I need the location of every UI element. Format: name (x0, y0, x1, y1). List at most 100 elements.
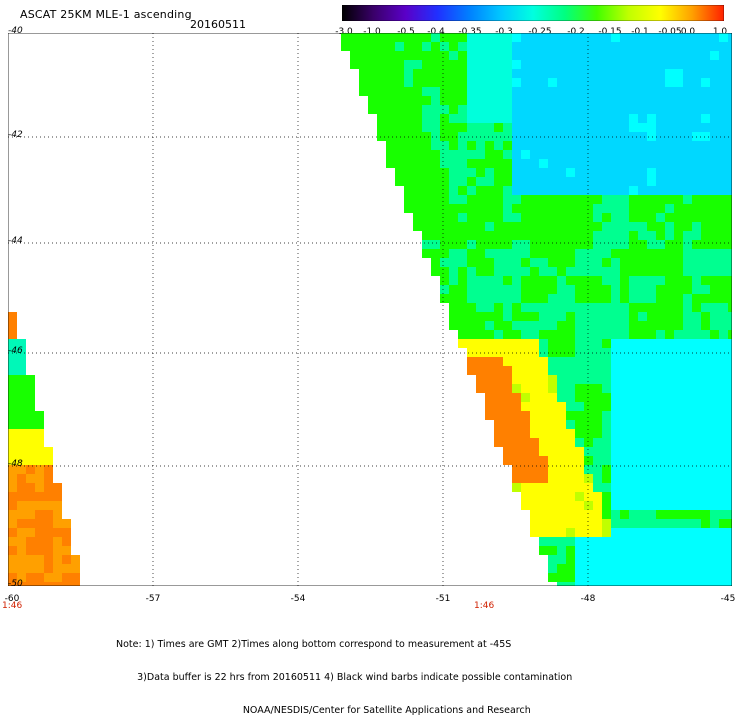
data-cell (62, 564, 71, 573)
data-cell (17, 429, 26, 438)
data-cell (575, 114, 584, 123)
data-cell (530, 402, 539, 411)
data-cell (710, 231, 719, 240)
data-cell (557, 582, 566, 586)
data-cell (17, 465, 26, 474)
data-cell (602, 555, 611, 564)
data-cell (467, 69, 476, 78)
data-cell (593, 492, 602, 501)
data-cell (557, 438, 566, 447)
data-cell (467, 240, 476, 249)
data-cell (683, 555, 692, 564)
data-cell (566, 555, 575, 564)
data-cell (530, 447, 539, 456)
data-cell (728, 465, 732, 474)
data-cell (17, 375, 26, 384)
data-cell (638, 438, 647, 447)
data-cell (674, 285, 683, 294)
data-cell (692, 168, 701, 177)
data-cell (701, 456, 710, 465)
data-cell (575, 267, 584, 276)
data-cell (728, 420, 732, 429)
data-cell (674, 582, 683, 586)
data-cell (44, 573, 53, 582)
data-cell (467, 168, 476, 177)
data-cell (656, 402, 665, 411)
data-cell (8, 501, 17, 510)
data-cell (494, 159, 503, 168)
data-cell (557, 276, 566, 285)
data-cell (458, 303, 467, 312)
data-cell (26, 420, 35, 429)
data-cell (359, 33, 368, 42)
data-cell (710, 258, 719, 267)
data-cell (620, 177, 629, 186)
data-cell (539, 78, 548, 87)
data-cell (611, 384, 620, 393)
data-cell (593, 69, 602, 78)
data-cell (602, 240, 611, 249)
data-cell (521, 114, 530, 123)
data-cell (530, 303, 539, 312)
longitude-label: -51 (435, 594, 451, 604)
data-cell (521, 276, 530, 285)
data-cell (26, 492, 35, 501)
data-cell (728, 276, 732, 285)
data-cell (719, 141, 728, 150)
data-cell (575, 132, 584, 141)
wind-map[interactable] (8, 33, 732, 586)
data-cell (638, 204, 647, 213)
data-cell (719, 258, 728, 267)
data-cell (692, 456, 701, 465)
data-cell (8, 321, 17, 330)
data-cell (539, 267, 548, 276)
data-cell (8, 393, 17, 402)
data-cell (656, 492, 665, 501)
data-cell (566, 249, 575, 258)
data-cell (710, 393, 719, 402)
data-cell (602, 132, 611, 141)
data-cell (719, 384, 728, 393)
data-cell (647, 465, 656, 474)
data-cell (611, 222, 620, 231)
data-cell (431, 177, 440, 186)
data-cell (548, 357, 557, 366)
data-cell (503, 285, 512, 294)
data-cell (8, 357, 17, 366)
data-cell (26, 429, 35, 438)
data-cell (548, 366, 557, 375)
data-cell (647, 258, 656, 267)
data-cell (71, 564, 80, 573)
data-cell (431, 195, 440, 204)
data-cell (467, 231, 476, 240)
data-cell (413, 150, 422, 159)
data-cell (692, 285, 701, 294)
data-cell (521, 465, 530, 474)
data-cell (683, 204, 692, 213)
data-cell (710, 402, 719, 411)
data-cell (629, 33, 638, 42)
data-cell (566, 114, 575, 123)
data-cell (539, 474, 548, 483)
data-cell (647, 528, 656, 537)
data-cell (584, 573, 593, 582)
data-cell (638, 312, 647, 321)
data-cell (629, 321, 638, 330)
data-cell (620, 564, 629, 573)
data-cell (692, 357, 701, 366)
data-cell (629, 177, 638, 186)
data-cell (665, 375, 674, 384)
data-cell (557, 60, 566, 69)
data-cell (638, 429, 647, 438)
data-cell (584, 357, 593, 366)
data-cell (548, 114, 557, 123)
data-cell (476, 249, 485, 258)
data-cell (638, 411, 647, 420)
data-cell (629, 429, 638, 438)
data-cell (728, 258, 732, 267)
data-cell (530, 141, 539, 150)
data-cell (611, 420, 620, 429)
data-cell (566, 330, 575, 339)
data-cell (449, 42, 458, 51)
data-cell (656, 510, 665, 519)
